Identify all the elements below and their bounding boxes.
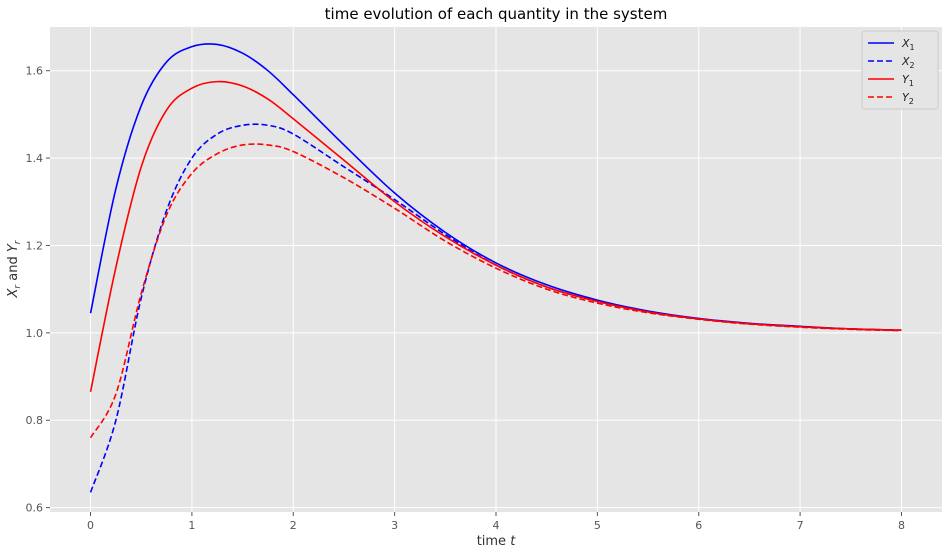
axis-ticks: 0 1 2 3 4 5 6 7 8 0.6 0.8 1.0 1.2 1.4 1.6 bbox=[26, 65, 905, 532]
y-tick-label: 1.0 bbox=[26, 327, 44, 340]
x-tick-label: 1 bbox=[188, 519, 195, 532]
legend-label-sub: 2 bbox=[909, 97, 914, 106]
chart-title: time evolution of each quantity in the s… bbox=[325, 5, 668, 23]
y-axis-title-y: Y bbox=[6, 243, 21, 252]
x-tick-label: 6 bbox=[695, 519, 702, 532]
legend-label-sub: 1 bbox=[909, 79, 914, 88]
x-tick-label: 5 bbox=[594, 519, 601, 532]
legend-label-base: X bbox=[901, 37, 910, 50]
legend-label-base: Y bbox=[902, 73, 910, 86]
y-tick-label: 1.6 bbox=[26, 65, 44, 78]
x-axis-title-var: t bbox=[510, 534, 516, 549]
y-axis-title-x-sub: r bbox=[13, 284, 23, 289]
legend-box bbox=[861, 30, 939, 110]
legend-label: Y1 bbox=[902, 73, 914, 88]
legend-label-sub: 2 bbox=[910, 61, 915, 70]
x-tick-label: 0 bbox=[87, 519, 94, 532]
x-axis-title: time t bbox=[477, 534, 517, 549]
series-line-y2 bbox=[89, 143, 902, 439]
x-tick-label: 3 bbox=[391, 519, 398, 532]
y-tick-label: 0.8 bbox=[26, 414, 44, 427]
x-tick-label: 8 bbox=[898, 519, 905, 532]
y-tick-label: 1.2 bbox=[26, 239, 44, 252]
x-tick-label: 2 bbox=[290, 519, 297, 532]
x-tick-label: 4 bbox=[493, 519, 500, 532]
y-tick-label: 1.4 bbox=[26, 152, 44, 165]
legend-label-base: X bbox=[901, 55, 910, 68]
y-axis-title-and: and bbox=[6, 252, 21, 285]
legend-label-sub: 1 bbox=[910, 43, 915, 52]
series-lines bbox=[89, 43, 902, 493]
y-axis-title-x: X bbox=[6, 288, 21, 299]
y-axis-title: Xr and Yr bbox=[6, 239, 23, 298]
legend-label: X1 bbox=[901, 37, 915, 52]
x-axis-title-main: time bbox=[477, 534, 506, 549]
y-tick-label: 0.6 bbox=[26, 502, 44, 515]
x-tick-label: 7 bbox=[797, 519, 804, 532]
y-axis-title-y-sub: r bbox=[13, 239, 23, 244]
legend-label: Y2 bbox=[902, 91, 914, 106]
legend-label-base: Y bbox=[902, 91, 910, 104]
legend-label: X2 bbox=[901, 55, 915, 70]
